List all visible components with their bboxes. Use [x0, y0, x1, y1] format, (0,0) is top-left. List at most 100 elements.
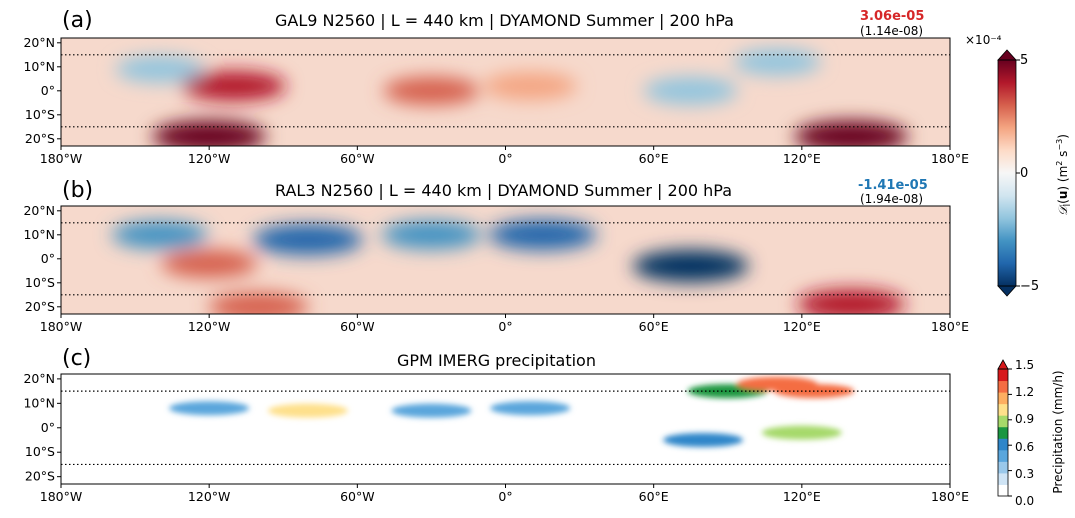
panel-0-xtick-label-3: 0° — [498, 151, 512, 166]
panel-2-xtick-label-3: 0° — [498, 489, 512, 504]
panel-1-xtick-label-5: 120°E — [783, 319, 821, 334]
panel-a-value: 3.06e-05 — [860, 9, 925, 24]
panel-0-feature-5 — [643, 77, 738, 105]
panel-0-feature-6 — [115, 55, 204, 83]
colorbar-div-bottom-arrow — [997, 285, 1017, 297]
panel-1-feature-0 — [252, 224, 363, 256]
panel-2-xtick-label-1: 120°W — [188, 489, 230, 504]
panel-2-field — [61, 374, 950, 484]
colorbar-precip-seg-6 — [998, 415, 1008, 428]
panel-2-xtick-label-4: 60°E — [639, 489, 669, 504]
panel-0-xtick-label-0: 180°W — [40, 151, 82, 166]
panel-2-xtick-label-0: 180°W — [40, 489, 82, 504]
panel-0-ytick-label-3: 10°S — [25, 107, 55, 122]
panel-1-field — [61, 206, 950, 314]
colorbar-precip-tick-2: 0.9 — [1015, 412, 1035, 426]
colorbar-div-tick-bottom: −5 — [1020, 279, 1040, 294]
panel-c-letter: (c) — [62, 346, 92, 371]
panel-1-xtick-label-0: 180°W — [40, 319, 82, 334]
colorbar-precip-seg-3 — [998, 449, 1008, 462]
panel-1-feature-5 — [161, 249, 258, 278]
panel-2-xtick-label-6: 180°E — [931, 489, 969, 504]
panel-0-feature-7 — [733, 48, 822, 76]
panel-0-xtick-label-1: 120°W — [188, 151, 230, 166]
panel-0-xtick-label-2: 60°W — [340, 151, 375, 166]
panel-1-xtick-label-1: 120°W — [188, 319, 230, 334]
panel-1-map: 20°N 10°N 0° 10°S 20°S 180°W 120°W 60°W 0° 60°E 12… — [23, 203, 969, 334]
colorbar-precip-seg-4 — [998, 438, 1008, 451]
panel-0-ytick-label-4: 20°S — [25, 131, 55, 146]
colorbar-div-tick-top: 5 — [1020, 53, 1029, 68]
panel-1-feature-4 — [111, 220, 208, 249]
colorbar-precip-tick-3: 0.6 — [1015, 440, 1035, 454]
panel-1-xtick-label-3: 0° — [498, 319, 512, 334]
panel-1-feature-2 — [488, 219, 597, 250]
panel-2-feature-3 — [490, 401, 571, 416]
panel-0-map: 20°N 10°N 0° 10°S 20°S 180°W 120°W 60°W 0° 60°E 12… — [23, 35, 969, 166]
panel-1-ytick-label-0: 20°N — [23, 203, 55, 218]
colorbar-precipitation — [997, 359, 1012, 497]
panel-0-xtick-label-6: 180°E — [931, 151, 969, 166]
panel-a-sub: (1.14e-08) — [860, 24, 924, 38]
colorbar-multiplier: ×10⁻⁴ — [965, 33, 1002, 47]
colorbar-precip-seg-10 — [998, 369, 1008, 382]
panel-2-ytick-label-4: 20°S — [25, 469, 55, 484]
panel-1-feature-1 — [381, 220, 482, 250]
panel-0-xtick-label-4: 60°E — [639, 151, 669, 166]
panel-2-ytick-label-1: 10°N — [23, 395, 55, 410]
panel-0-ytick-label-2: 0° — [41, 83, 55, 98]
colorbar-precip-seg-0 — [998, 484, 1008, 497]
panel-1-xtick-label-4: 60°E — [639, 319, 669, 334]
colorbar-div-tick-mid: 0 — [1020, 166, 1029, 181]
panel-a-title: GAL9 N2560 | L = 440 km | DYAMOND Summer… — [275, 11, 734, 30]
panel-c-title: GPM IMERG precipitation — [397, 351, 596, 370]
panel-1-ytick-label-1: 10°N — [23, 227, 55, 242]
panel-2-xtick-label-2: 60°W — [340, 489, 375, 504]
panel-0-feature-2 — [383, 76, 480, 105]
panel-2-feature-7 — [663, 433, 744, 447]
colorbar-precip-seg-5 — [998, 426, 1008, 439]
colorbar-precip-tick-1: 1.2 — [1015, 385, 1035, 399]
colorbar-precip-seg-8 — [998, 392, 1008, 405]
panel-2-map: 20°N 10°N 0° 10°S 20°S 180°W 120°W 60°W 0° 60°E 12… — [23, 371, 969, 504]
panel-2-ytick-label-0: 20°N — [23, 371, 55, 386]
panel-1-feature-6 — [208, 292, 309, 314]
colorbar-precip-label: Precipitation (mm/h) — [1051, 370, 1065, 494]
panel-0-feature-4 — [794, 120, 909, 146]
panel-2-ytick-label-2: 0° — [41, 420, 55, 435]
panel-1-ytick-label-2: 0° — [41, 251, 55, 266]
panel-1-ytick-label-4: 20°S — [25, 299, 55, 314]
colorbar-div-top-arrow — [997, 49, 1017, 61]
panel-2-feature-1 — [267, 403, 348, 418]
panel-b-sub: (1.94e-08) — [860, 192, 924, 206]
colorbar-precip-top-arrow — [997, 359, 1009, 370]
colorbar-precip-seg-9 — [998, 380, 1008, 393]
colorbar-divergence — [997, 49, 1020, 297]
panel-1-xtick-label-6: 180°E — [931, 319, 969, 334]
colorbar-precip-seg-7 — [998, 403, 1008, 416]
panel-0-ytick-label-1: 10°N — [23, 59, 55, 74]
panel-2-ytick-label-3: 10°S — [25, 444, 55, 459]
panel-1-feature-3 — [632, 250, 749, 282]
panel-2-feature-2 — [391, 403, 472, 418]
colorbar-div-body — [998, 60, 1016, 286]
panel-0-feature-3 — [483, 72, 578, 100]
panel-b-letter: (b) — [62, 178, 94, 203]
panel-b-value: -1.41e-05 — [858, 178, 928, 193]
panel-0-xtick-label-5: 120°E — [783, 151, 821, 166]
colorbar-precip-tick-5: 0.0 — [1015, 494, 1035, 508]
panel-1-ytick-label-3: 10°S — [25, 275, 55, 290]
colorbar-precip-frame — [997, 368, 1009, 497]
colorbar-precip-tick-0: 1.5 — [1015, 358, 1035, 372]
panel-0-ytick-label-0: 20°N — [23, 35, 55, 50]
panel-a-letter: (a) — [62, 8, 93, 33]
colorbar-precip-tick-4: 0.3 — [1015, 467, 1035, 481]
panel-b-title: RAL3 N2560 | L = 440 km | DYAMOND Summer… — [275, 181, 733, 200]
panel-2-xtick-label-5: 120°E — [783, 489, 821, 504]
colorbar-div-label: 𝒟l(u) (m2 s−3) — [1054, 134, 1074, 216]
panel-1-xtick-label-2: 60°W — [340, 319, 375, 334]
panel-0-feature-1 — [181, 71, 286, 101]
panel-2-feature-8 — [761, 425, 842, 440]
panel-2-feature-0 — [169, 401, 250, 416]
